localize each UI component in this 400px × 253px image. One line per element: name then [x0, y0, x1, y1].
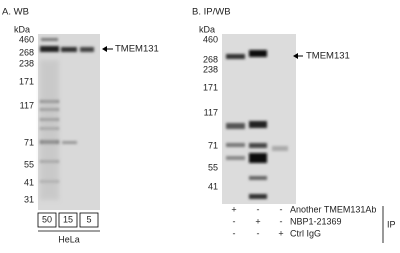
unit-label: kDa — [199, 24, 215, 34]
sign: - — [233, 228, 236, 238]
marker-label: 268 — [19, 47, 34, 57]
arrow-head — [293, 53, 298, 59]
marker-label: 71 — [24, 137, 34, 147]
sign: - — [280, 204, 283, 214]
marker-label: 460 — [19, 34, 34, 44]
lane-label: 50 — [42, 214, 52, 224]
marker-label: 171 — [19, 76, 34, 86]
marker-label: 71 — [208, 140, 218, 150]
blot — [222, 34, 296, 204]
marker-label: 238 — [203, 64, 218, 74]
marker-label: 171 — [203, 82, 218, 92]
marker-label: 460 — [203, 34, 218, 44]
marker-label: 238 — [19, 58, 34, 68]
bands — [226, 50, 288, 199]
sign: - — [257, 228, 260, 238]
sign: - — [233, 216, 236, 226]
row-label: NBP1-21369 — [290, 216, 342, 226]
lane-label: 15 — [63, 214, 73, 224]
marker-label: 55 — [208, 162, 218, 172]
marker-label: 117 — [204, 107, 218, 117]
marker-label: 41 — [208, 181, 218, 191]
smear — [40, 60, 59, 200]
marker-label: 55 — [24, 159, 34, 169]
lane-box — [58, 212, 78, 228]
row-label: Another TMEM131Ab — [290, 204, 376, 214]
panel-label: B. IP/WB — [192, 7, 231, 18]
lane-box — [79, 212, 99, 228]
lane-label: 5 — [86, 214, 91, 224]
marker-label: 31 — [24, 194, 34, 204]
panel-label: A. WB — [2, 7, 29, 18]
target-label: TMEM131 — [115, 44, 159, 55]
group-label: IP — [387, 219, 396, 229]
sign: - — [280, 216, 283, 226]
marker-label: 268 — [203, 54, 218, 64]
sign: - — [257, 204, 260, 214]
sign: + — [231, 204, 236, 214]
sign: + — [255, 216, 260, 226]
cell-line-label: HeLa — [58, 234, 80, 244]
unit-label: kDa — [14, 24, 30, 34]
target-label: TMEM131 — [306, 51, 350, 62]
sign: + — [278, 228, 283, 238]
marker-label: 41 — [24, 177, 34, 187]
marker-label: 117 — [20, 100, 34, 110]
lane-box — [37, 212, 57, 228]
arrow-head — [102, 46, 107, 52]
row-label: Ctrl IgG — [290, 228, 321, 238]
